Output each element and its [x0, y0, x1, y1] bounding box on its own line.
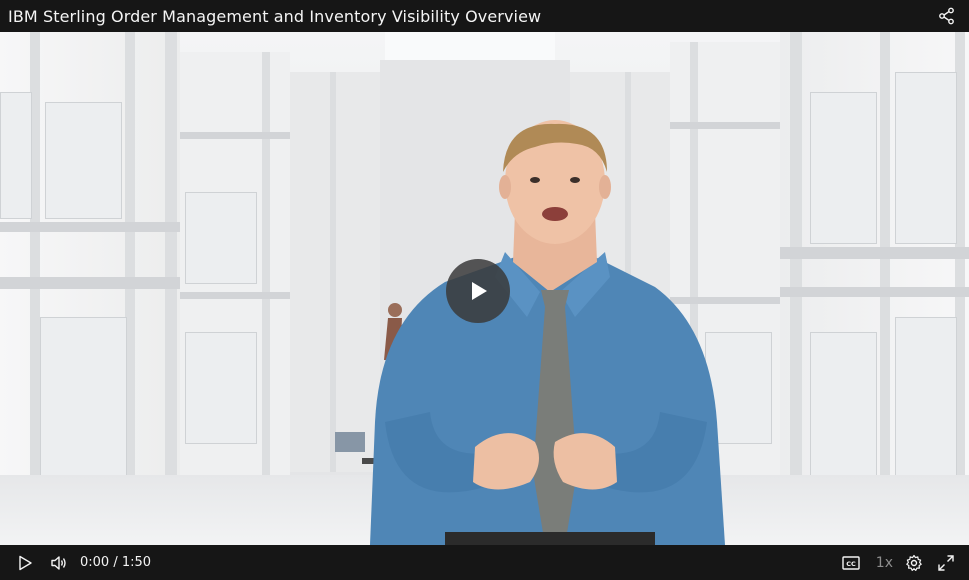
video-frame[interactable]	[0, 32, 969, 545]
fullscreen-button[interactable]	[935, 552, 957, 574]
left-box	[185, 332, 257, 444]
video-title: IBM Sterling Order Management and Invent…	[8, 6, 542, 26]
play-overlay-button[interactable]	[446, 259, 510, 323]
right-shelf	[670, 297, 780, 304]
right-box	[895, 317, 957, 499]
svg-text:CC: CC	[846, 560, 856, 568]
left-box	[0, 92, 32, 219]
left-shelf	[180, 132, 290, 139]
captions-button[interactable]: CC	[840, 552, 862, 574]
left-post	[330, 72, 336, 472]
right-shelf	[780, 247, 969, 259]
left-box	[45, 102, 122, 219]
title-bar: IBM Sterling Order Management and Invent…	[0, 0, 969, 32]
right-shelf	[780, 287, 969, 297]
play-icon	[472, 282, 487, 300]
settings-button[interactable]	[903, 552, 925, 574]
share-icon	[939, 7, 954, 25]
right-box	[810, 92, 877, 244]
left-shelf	[0, 222, 180, 232]
left-rack-mid	[180, 52, 290, 522]
fullscreen-icon	[938, 554, 954, 571]
volume-icon	[51, 555, 66, 570]
left-shelf	[0, 277, 180, 289]
pallet	[335, 432, 365, 452]
closed-caption-icon: CC	[842, 555, 860, 570]
playback-speed-button[interactable]: 1x	[875, 554, 893, 571]
left-shelf	[180, 292, 290, 299]
play-icon	[19, 555, 32, 570]
right-post	[625, 72, 631, 472]
right-box	[895, 72, 957, 244]
right-post	[690, 42, 698, 522]
control-bar: 0:00 / 1:50 CC 1x	[0, 545, 969, 580]
ceiling-window	[385, 32, 555, 61]
right-shelf	[670, 122, 780, 129]
presenter	[370, 120, 725, 545]
time-display: 0:00 / 1:50	[80, 555, 152, 570]
left-box	[185, 192, 257, 284]
gear-icon	[906, 554, 922, 571]
left-post	[262, 52, 270, 522]
left-box	[40, 317, 127, 479]
volume-button[interactable]	[48, 552, 70, 574]
share-button[interactable]	[937, 6, 957, 26]
play-button[interactable]	[14, 552, 36, 574]
